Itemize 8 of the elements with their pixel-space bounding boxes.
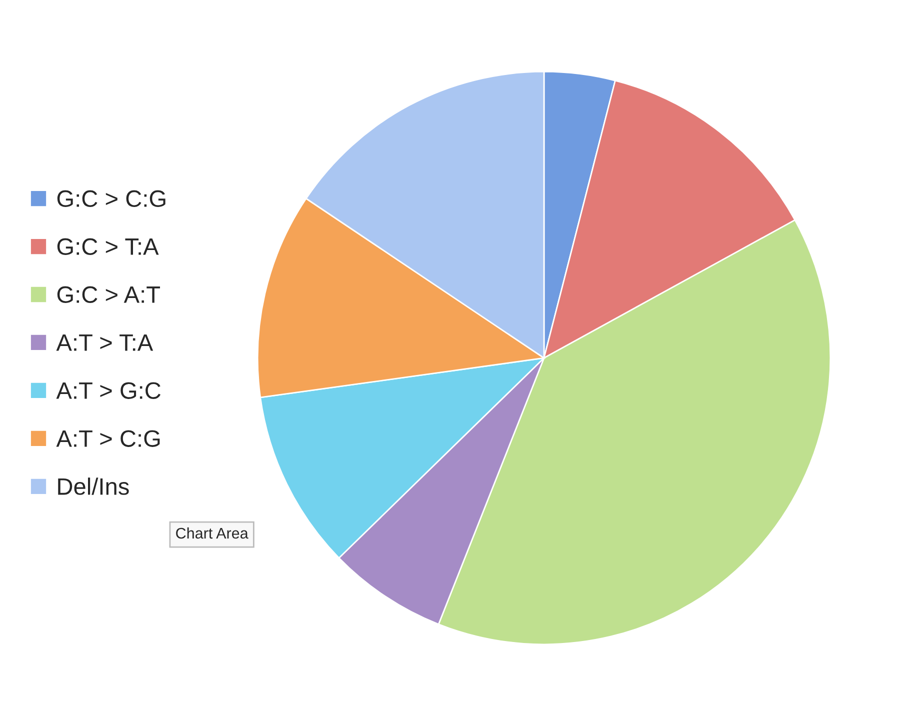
legend-label: G:C > A:T — [57, 286, 160, 303]
text: Chart Area — [176, 527, 248, 539]
legend-label: G:C > T:A — [57, 238, 159, 256]
legend-label: Del/Ins — [58, 478, 129, 495]
legend-label: G:C > C:G — [57, 190, 166, 208]
legend-label: A:T > G:C — [56, 382, 161, 399]
legend-label: A:T > C:G — [56, 430, 160, 447]
legend-label: A:T > T:A — [56, 334, 154, 351]
